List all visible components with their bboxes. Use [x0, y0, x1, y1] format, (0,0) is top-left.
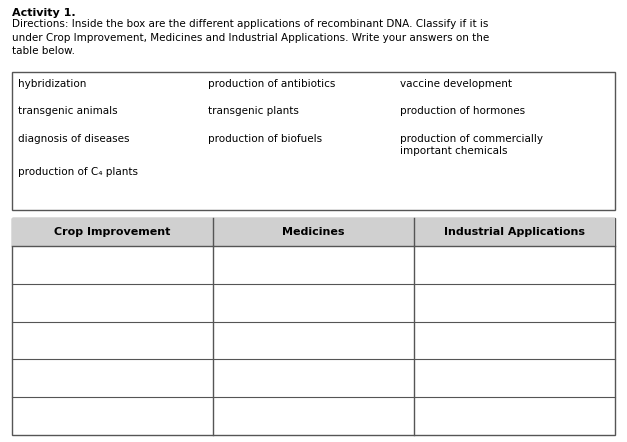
Text: transgenic plants: transgenic plants: [208, 106, 299, 116]
Text: production of commercially
important chemicals: production of commercially important che…: [400, 134, 543, 156]
Text: Industrial Applications: Industrial Applications: [444, 227, 585, 237]
Bar: [12, 218, 615, 246]
Text: production of hormones: production of hormones: [400, 106, 525, 116]
Text: Activity 1.: Activity 1.: [12, 8, 76, 18]
Text: Directions: Inside the box are the different applications of recombinant DNA. Cl: Directions: Inside the box are the diffe…: [12, 19, 489, 56]
Text: vaccine development: vaccine development: [400, 79, 512, 89]
Bar: [12, 72, 615, 210]
Text: production of antibiotics: production of antibiotics: [208, 79, 335, 89]
Text: production of biofuels: production of biofuels: [208, 134, 322, 144]
Text: hybridization: hybridization: [18, 79, 87, 89]
Text: transgenic animals: transgenic animals: [18, 106, 118, 116]
Text: Medicines: Medicines: [282, 227, 345, 237]
Text: production of C₄ plants: production of C₄ plants: [18, 167, 138, 177]
Text: diagnosis of diseases: diagnosis of diseases: [18, 134, 130, 144]
Text: Crop Improvement: Crop Improvement: [55, 227, 171, 237]
Bar: [12, 218, 615, 435]
